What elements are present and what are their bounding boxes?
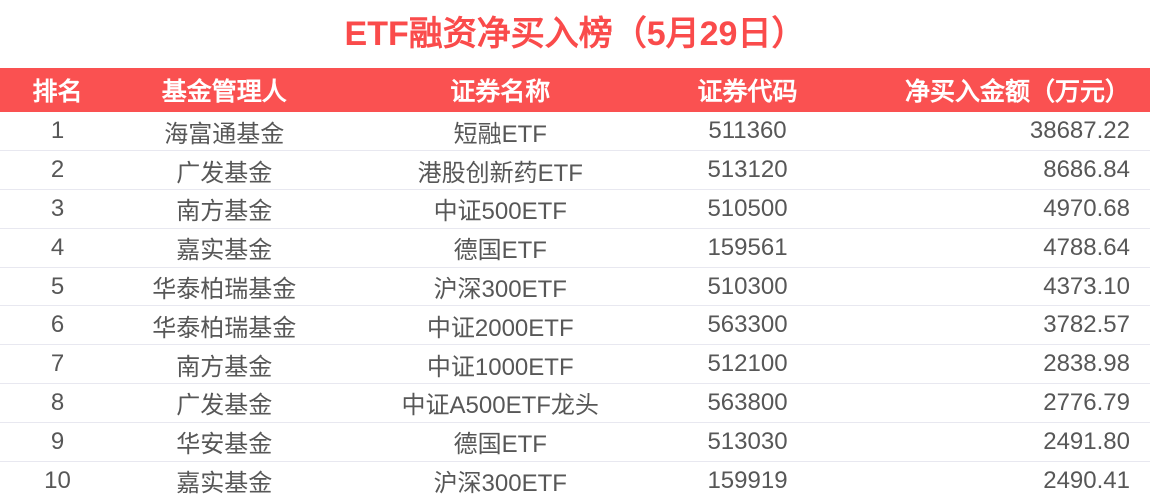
code-cell: 512100: [667, 344, 828, 384]
manager-cell: 广发基金: [115, 383, 334, 423]
amount-cell: 3782.57: [828, 305, 1150, 345]
code-cell: 563300: [667, 305, 828, 345]
rank-cell: 1: [0, 112, 115, 151]
name-cell: 德国ETF: [333, 227, 667, 268]
amount-cell: 2776.79: [828, 383, 1150, 423]
manager-cell: 华泰柏瑞基金: [115, 305, 334, 345]
name-cell: 中证1000ETF: [333, 344, 667, 384]
manager-cell: 南方基金: [115, 344, 334, 384]
table-row: 7 南方基金 中证1000ETF 512100 2838.98: [0, 344, 1150, 384]
page-title: ETF融资净买入榜（5月29日）: [344, 15, 806, 53]
rank-cell: 4: [0, 227, 115, 268]
table-header-row: 排名 基金管理人 证券名称 证券代码 净买入金额（万元）: [0, 68, 1150, 112]
manager-cell: 华安基金: [115, 421, 334, 462]
rank-cell: 6: [0, 305, 115, 345]
rank-cell: 7: [0, 344, 115, 384]
manager-cell: 嘉实基金: [115, 227, 334, 268]
column-header-name: 证券名称: [333, 68, 667, 112]
table-row: 9 华安基金 德国ETF 513030 2491.80: [0, 421, 1150, 462]
amount-cell: 2490.41: [828, 460, 1150, 500]
code-cell: 510300: [667, 266, 828, 306]
rank-cell: 10: [0, 460, 115, 500]
table-body: 1 海富通基金 短融ETF 511360 38687.22 2 广发基金 港股创…: [0, 112, 1150, 500]
name-cell: 德国ETF: [333, 421, 667, 462]
column-header-amount: 净买入金额（万元）: [828, 68, 1150, 112]
table-row: 10 嘉实基金 沪深300ETF 159919 2490.41: [0, 460, 1150, 500]
rank-cell: 8: [0, 383, 115, 423]
name-cell: 中证2000ETF: [333, 305, 667, 345]
amount-cell: 4788.64: [828, 227, 1150, 268]
column-header-manager: 基金管理人: [115, 68, 334, 112]
table-row: 6 华泰柏瑞基金 中证2000ETF 563300 3782.57: [0, 305, 1150, 345]
amount-cell: 4970.68: [828, 189, 1150, 229]
manager-cell: 嘉实基金: [115, 460, 334, 500]
table-row: 3 南方基金 中证500ETF 510500 4970.68: [0, 189, 1150, 229]
code-cell: 159561: [667, 227, 828, 268]
code-cell: 510500: [667, 189, 828, 229]
table-row: 8 广发基金 中证A500ETF龙头 563800 2776.79: [0, 383, 1150, 423]
code-cell: 513030: [667, 421, 828, 462]
manager-cell: 海富通基金: [115, 112, 334, 151]
code-cell: 159919: [667, 460, 828, 500]
table-row: 2 广发基金 港股创新药ETF 513120 8686.84: [0, 150, 1150, 190]
rank-cell: 2: [0, 150, 115, 190]
table-header: 排名 基金管理人 证券名称 证券代码 净买入金额（万元）: [0, 68, 1150, 112]
manager-cell: 南方基金: [115, 189, 334, 229]
name-cell: 港股创新药ETF: [333, 150, 667, 190]
manager-cell: 广发基金: [115, 150, 334, 190]
amount-cell: 8686.84: [828, 150, 1150, 190]
name-cell: 短融ETF: [333, 112, 667, 151]
rank-cell: 5: [0, 266, 115, 306]
table-row: 1 海富通基金 短融ETF 511360 38687.22: [0, 112, 1150, 151]
name-cell: 沪深300ETF: [333, 460, 667, 500]
amount-cell: 2838.98: [828, 344, 1150, 384]
name-cell: 沪深300ETF: [333, 266, 667, 306]
amount-cell: 38687.22: [828, 112, 1150, 151]
column-header-code: 证券代码: [667, 68, 828, 112]
etf-ranking-table: 排名 基金管理人 证券名称 证券代码 净买入金额（万元） 1 海富通基金 短融E…: [0, 68, 1150, 500]
rank-cell: 9: [0, 421, 115, 462]
code-cell: 511360: [667, 112, 828, 151]
table-row: 4 嘉实基金 德国ETF 159561 4788.64: [0, 227, 1150, 268]
column-header-rank: 排名: [0, 68, 115, 112]
table-row: 5 华泰柏瑞基金 沪深300ETF 510300 4373.10: [0, 266, 1150, 306]
name-cell: 中证A500ETF龙头: [333, 383, 667, 423]
code-cell: 563800: [667, 383, 828, 423]
amount-cell: 4373.10: [828, 266, 1150, 306]
amount-cell: 2491.80: [828, 421, 1150, 462]
manager-cell: 华泰柏瑞基金: [115, 266, 334, 306]
rank-cell: 3: [0, 189, 115, 229]
code-cell: 513120: [667, 150, 828, 190]
name-cell: 中证500ETF: [333, 189, 667, 229]
